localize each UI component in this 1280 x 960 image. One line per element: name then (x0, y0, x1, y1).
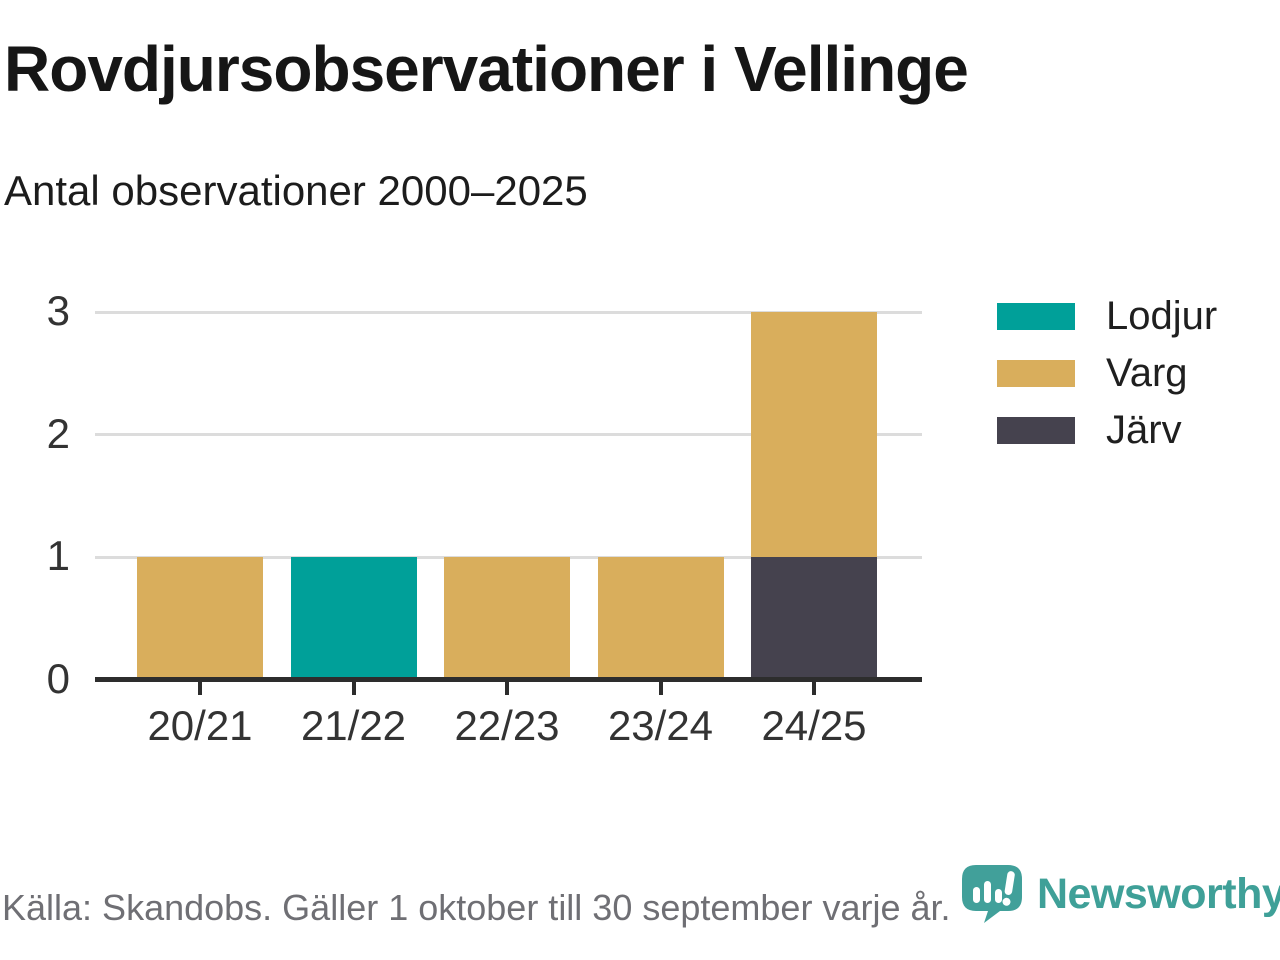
x-axis-tick (198, 682, 202, 695)
legend-item-jarv: Järv (997, 408, 1217, 452)
chart-title: Rovdjursobservationer i Vellinge (4, 33, 969, 105)
y-axis-label: 2 (46, 409, 70, 457)
x-axis-label: 24/25 (761, 702, 867, 749)
legend-label-jarv: Järv (1106, 408, 1182, 452)
x-axis-label: 23/24 (607, 702, 714, 749)
x-axis-label: 22/23 (454, 702, 560, 749)
legend-item-varg: Varg (997, 351, 1217, 395)
y-axis-label: 0 (46, 655, 70, 702)
gridline-y2 (95, 433, 922, 437)
bar-segment-varg-24-25 (751, 312, 877, 558)
source-note: Källa: Skandobs. Gäller 1 oktober till 3… (2, 887, 951, 928)
x-axis-tick (812, 682, 816, 695)
bar-segment-lodjur-21-22 (290, 557, 417, 680)
y-axis-label: 3 (46, 287, 70, 334)
legend: Lodjur Varg Järv (997, 294, 1218, 452)
bar-segment-varg-20-21 (137, 557, 263, 680)
newsworthy-logo-icon (962, 865, 1022, 923)
legend-swatch-lodjur (997, 303, 1075, 330)
x-axis-tick (351, 682, 356, 695)
bar-segment-järv-24-25 (751, 557, 877, 680)
bar-segment-varg-22-23 (444, 557, 570, 680)
x-axis-tick (658, 682, 663, 695)
x-axis-line (95, 677, 922, 682)
y-axis-label: 1 (46, 532, 70, 580)
newsworthy-wordmark: Newsworthy (1037, 870, 1280, 918)
legend-label-lodjur: Lodjur (1106, 294, 1218, 338)
legend-label-varg: Varg (1106, 351, 1188, 395)
legend-swatch-varg (997, 360, 1075, 387)
x-axis-tick (505, 682, 509, 695)
bar-segment-varg-23-24 (597, 557, 724, 680)
chart-subtitle: Antal observationer 2000–2025 (4, 167, 588, 214)
gridline-y3 (95, 310, 922, 314)
legend-item-lodjur: Lodjur (997, 294, 1218, 338)
x-axis-label: 20/21 (147, 702, 253, 749)
legend-swatch-jarv (997, 417, 1075, 444)
newsworthy-branding: Newsworthy (961, 864, 1280, 924)
x-axis-label: 21/22 (300, 702, 407, 749)
